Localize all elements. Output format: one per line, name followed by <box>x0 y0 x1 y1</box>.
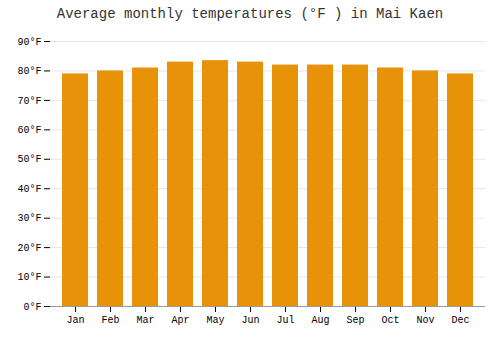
svg-text:Aug: Aug <box>311 315 329 326</box>
svg-text:Oct: Oct <box>381 315 399 326</box>
svg-text:80°F: 80°F <box>17 66 41 77</box>
svg-text:60°F: 60°F <box>17 125 41 136</box>
svg-text:20°F: 20°F <box>17 243 41 254</box>
svg-text:90°F: 90°F <box>17 37 41 48</box>
svg-text:Jul: Jul <box>276 315 294 326</box>
svg-text:40°F: 40°F <box>17 184 41 195</box>
svg-text:70°F: 70°F <box>17 96 41 107</box>
svg-text:Nov: Nov <box>416 315 434 326</box>
svg-text:Feb: Feb <box>101 315 119 326</box>
svg-text:Sep: Sep <box>346 315 364 326</box>
svg-text:30°F: 30°F <box>17 213 41 224</box>
svg-text:10°F: 10°F <box>17 272 41 283</box>
svg-text:Jun: Jun <box>241 315 259 326</box>
svg-text:Jan: Jan <box>66 315 84 326</box>
svg-text:50°F: 50°F <box>17 154 41 165</box>
svg-text:Dec: Dec <box>451 315 469 326</box>
html-text:Average monthly temperatures (: Average monthly temperatures (°F ) in Ma… <box>56 6 444 22</box>
svg-text:May: May <box>206 315 224 326</box>
svg-text:0°F: 0°F <box>23 302 41 313</box>
svg-text:Mar: Mar <box>136 315 154 326</box>
svg-text:Apr: Apr <box>171 315 189 326</box>
